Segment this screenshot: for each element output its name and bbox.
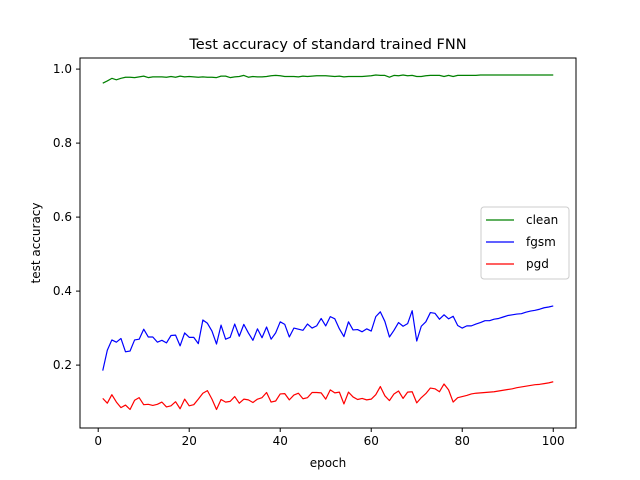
- x-axis: 0 20 40 60 80 100: [94, 428, 565, 448]
- x-tick-label: 100: [542, 434, 565, 448]
- legend-label-fgsm: fgsm: [526, 235, 556, 249]
- x-tick-label: 60: [364, 434, 379, 448]
- y-axis: 0.2 0.4 0.6 0.8 1.0: [53, 62, 80, 372]
- y-tick-label: 0.4: [53, 284, 72, 298]
- plot-series: [102, 74, 554, 411]
- chart-title: Test accuracy of standard trained FNN: [188, 37, 466, 53]
- series-line-pgd: [102, 381, 554, 411]
- legend-label-pgd: pgd: [526, 257, 549, 271]
- legend: clean fgsm pgd: [480, 206, 570, 280]
- x-tick-label: 80: [455, 434, 470, 448]
- series-line-clean: [102, 74, 554, 84]
- plot-frame: [79, 57, 577, 429]
- legend-label-clean: clean: [526, 213, 558, 227]
- y-tick-label: 0.8: [53, 136, 72, 150]
- y-tick-label: 0.2: [53, 358, 72, 372]
- x-axis-label: epoch: [310, 456, 347, 470]
- y-tick-label: 0.6: [53, 210, 72, 224]
- y-axis-label: test accuracy: [29, 203, 43, 284]
- legend-box: [480, 206, 570, 280]
- x-tick-label: 0: [94, 434, 102, 448]
- x-tick-label: 20: [182, 434, 197, 448]
- x-tick-label: 40: [273, 434, 288, 448]
- y-tick-label: 1.0: [53, 62, 72, 76]
- series-line-fgsm: [102, 305, 554, 371]
